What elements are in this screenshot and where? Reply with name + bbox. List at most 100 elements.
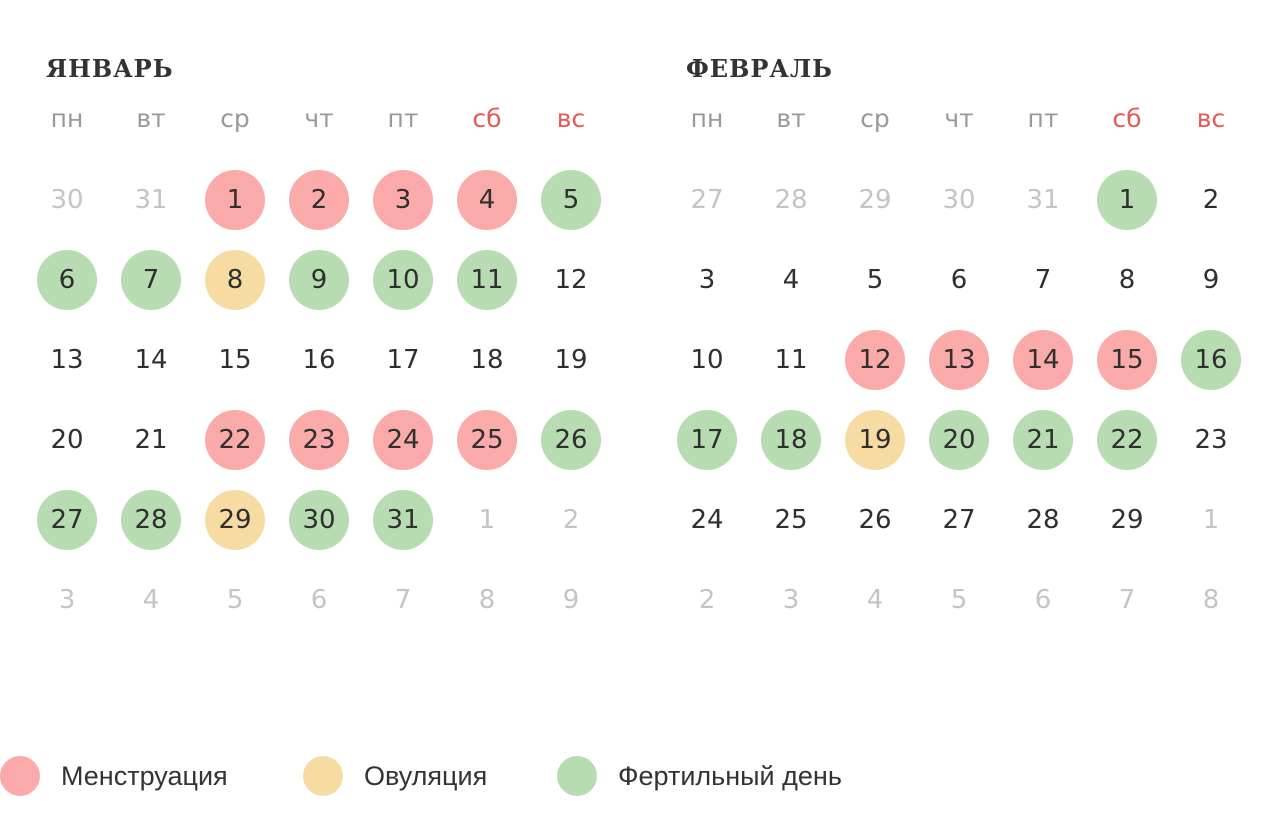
calendar-menstruation-day[interactable]: 14 xyxy=(1013,330,1073,390)
calendar-day[interactable]: 18 xyxy=(470,345,504,375)
calendar-menstruation-day[interactable]: 25 xyxy=(457,410,517,470)
calendar-day[interactable]: 29 xyxy=(1110,505,1144,535)
calendar-other-month-day[interactable]: 29 xyxy=(858,185,892,215)
calendar-fertile-day[interactable]: 17 xyxy=(677,410,737,470)
weekday-header: вт xyxy=(136,104,166,133)
weekday-header: пн xyxy=(50,104,84,133)
calendar-menstruation-day[interactable]: 23 xyxy=(289,410,349,470)
calendar-day[interactable]: 24 xyxy=(690,505,724,535)
weekday-header: вт xyxy=(776,104,806,133)
calendar-day[interactable]: 10 xyxy=(690,345,724,375)
calendar-other-month-day[interactable]: 1 xyxy=(478,505,496,535)
calendar-menstruation-day[interactable]: 3 xyxy=(373,170,433,230)
calendar-fertile-day[interactable]: 16 xyxy=(1181,330,1241,390)
calendar-other-month-day[interactable]: 31 xyxy=(1026,185,1060,215)
legend-label: Менструация xyxy=(61,760,228,791)
weekday-header: вс xyxy=(556,104,586,133)
weekday-header: чт xyxy=(944,104,974,133)
weekday-header: пт xyxy=(387,104,419,133)
calendar-day[interactable]: 5 xyxy=(866,265,884,295)
calendar-fertile-day[interactable]: 9 xyxy=(289,250,349,310)
calendar-other-month-day[interactable]: 7 xyxy=(394,585,412,615)
calendar-menstruation-day[interactable]: 15 xyxy=(1097,330,1157,390)
calendar-other-month-day[interactable]: 4 xyxy=(142,585,160,615)
calendar-other-month-day[interactable]: 6 xyxy=(1034,585,1052,615)
calendar-day[interactable]: 15 xyxy=(218,345,252,375)
calendar-other-month-day[interactable]: 31 xyxy=(134,185,168,215)
legend-ovulation: Овуляция xyxy=(303,756,487,796)
calendar-day[interactable]: 6 xyxy=(950,265,968,295)
calendar-other-month-day[interactable]: 4 xyxy=(866,585,884,615)
calendar-menstruation-day[interactable]: 22 xyxy=(205,410,265,470)
calendar-fertile-day[interactable]: 1 xyxy=(1097,170,1157,230)
calendar-day[interactable]: 11 xyxy=(774,345,808,375)
calendar-other-month-day[interactable]: 6 xyxy=(310,585,328,615)
calendar-day[interactable]: 8 xyxy=(1118,265,1136,295)
calendar-menstruation-day[interactable]: 4 xyxy=(457,170,517,230)
calendar-other-month-day[interactable]: 1 xyxy=(1202,505,1220,535)
calendar-other-month-day[interactable]: 7 xyxy=(1118,585,1136,615)
calendar-other-month-day[interactable]: 3 xyxy=(782,585,800,615)
calendar-other-month-day[interactable]: 2 xyxy=(562,505,580,535)
calendar-day[interactable]: 14 xyxy=(134,345,168,375)
calendar-fertile-day[interactable]: 31 xyxy=(373,490,433,550)
calendar-other-month-day[interactable]: 30 xyxy=(50,185,84,215)
calendar-menstruation-day[interactable]: 1 xyxy=(205,170,265,230)
calendar-fertile-day[interactable]: 20 xyxy=(929,410,989,470)
calendar-day[interactable]: 17 xyxy=(386,345,420,375)
calendar-day[interactable]: 3 xyxy=(698,265,716,295)
calendar-menstruation-day[interactable]: 2 xyxy=(289,170,349,230)
legend-label: Фертильный день xyxy=(618,760,842,791)
calendar-fertile-day[interactable]: 5 xyxy=(541,170,601,230)
calendar-other-month-day[interactable]: 8 xyxy=(1202,585,1220,615)
weekday-header: сб xyxy=(1112,104,1142,133)
calendar-fertile-day[interactable]: 10 xyxy=(373,250,433,310)
calendar-other-month-day[interactable]: 2 xyxy=(698,585,716,615)
calendar-fertile-day[interactable]: 11 xyxy=(457,250,517,310)
calendar-day[interactable]: 23 xyxy=(1194,425,1228,455)
calendar-day[interactable]: 12 xyxy=(554,265,588,295)
calendar-fertile-day[interactable]: 26 xyxy=(541,410,601,470)
calendar-fertile-day[interactable]: 28 xyxy=(121,490,181,550)
legend-fertile: Фертильный день xyxy=(557,756,842,796)
calendar-ovulation-day[interactable]: 8 xyxy=(205,250,265,310)
weekday-header: чт xyxy=(304,104,334,133)
calendar-fertile-day[interactable]: 6 xyxy=(37,250,97,310)
calendar-other-month-day[interactable]: 27 xyxy=(690,185,724,215)
calendar-fertile-day[interactable]: 30 xyxy=(289,490,349,550)
calendar-other-month-day[interactable]: 5 xyxy=(950,585,968,615)
menstruation-dot-icon xyxy=(0,756,40,796)
calendar-fertile-day[interactable]: 7 xyxy=(121,250,181,310)
weekday-header: пт xyxy=(1027,104,1059,133)
calendar-fertile-day[interactable]: 18 xyxy=(761,410,821,470)
calendar-other-month-day[interactable]: 3 xyxy=(58,585,76,615)
calendar-fertile-day[interactable]: 22 xyxy=(1097,410,1157,470)
calendar-day[interactable]: 21 xyxy=(134,425,168,455)
calendar-other-month-day[interactable]: 30 xyxy=(942,185,976,215)
fertile-dot-icon xyxy=(557,756,597,796)
calendar-day[interactable]: 2 xyxy=(1202,185,1220,215)
calendar-other-month-day[interactable]: 28 xyxy=(774,185,808,215)
calendar-fertile-day[interactable]: 21 xyxy=(1013,410,1073,470)
calendar-ovulation-day[interactable]: 29 xyxy=(205,490,265,550)
calendar-day[interactable]: 4 xyxy=(782,265,800,295)
calendar-day[interactable]: 19 xyxy=(554,345,588,375)
calendar-fertile-day[interactable]: 27 xyxy=(37,490,97,550)
calendar-menstruation-day[interactable]: 12 xyxy=(845,330,905,390)
calendar-menstruation-day[interactable]: 24 xyxy=(373,410,433,470)
calendar-day[interactable]: 7 xyxy=(1034,265,1052,295)
calendar-ovulation-day[interactable]: 19 xyxy=(845,410,905,470)
calendar-day[interactable]: 16 xyxy=(302,345,336,375)
calendar-other-month-day[interactable]: 8 xyxy=(478,585,496,615)
calendar-menstruation-day[interactable]: 13 xyxy=(929,330,989,390)
calendar-day[interactable]: 28 xyxy=(1026,505,1060,535)
calendar-other-month-day[interactable]: 9 xyxy=(562,585,580,615)
calendar-day[interactable]: 27 xyxy=(942,505,976,535)
weekday-header: ср xyxy=(860,104,890,133)
calendar-day[interactable]: 26 xyxy=(858,505,892,535)
calendar-day[interactable]: 25 xyxy=(774,505,808,535)
calendar-other-month-day[interactable]: 5 xyxy=(226,585,244,615)
calendar-day[interactable]: 9 xyxy=(1202,265,1220,295)
calendar-day[interactable]: 20 xyxy=(50,425,84,455)
calendar-day[interactable]: 13 xyxy=(50,345,84,375)
